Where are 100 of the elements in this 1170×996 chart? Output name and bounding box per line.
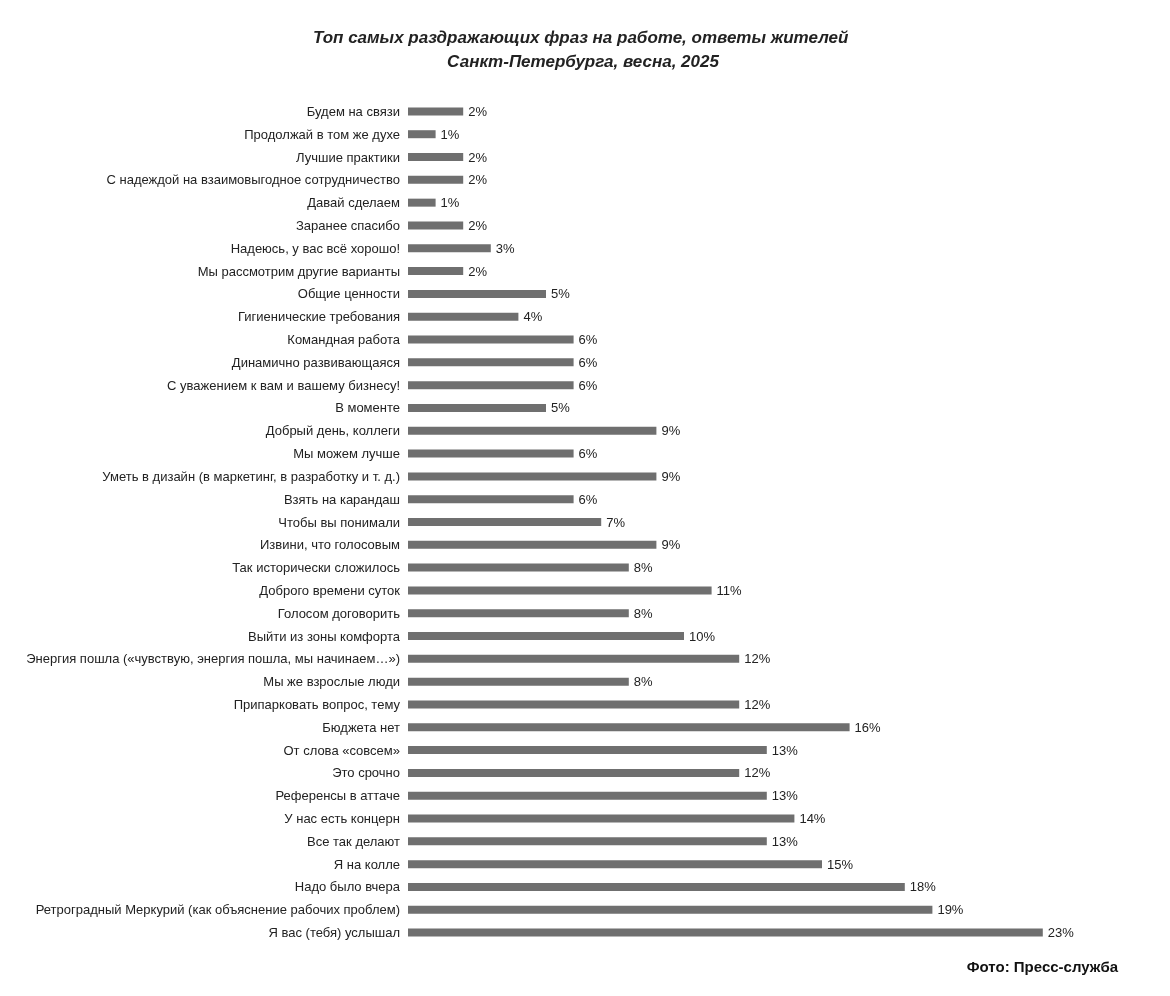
y-tick-label: Все так делают [307, 833, 401, 849]
bar [408, 221, 464, 230]
data-label: 8% [633, 605, 654, 621]
y-tick-label: Голосом договорить [277, 605, 401, 621]
y-tick-label: Чтобы вы понимали [278, 514, 400, 530]
bar [408, 768, 740, 777]
data-label: 2% [468, 172, 488, 188]
bar [408, 609, 629, 618]
y-tick-label: Гигиенические требования [238, 309, 400, 325]
data-label: 2% [468, 103, 488, 119]
y-tick-label: Уметь в дизайн (в маркетинг, в разработку и т. д.) [102, 468, 400, 484]
y-tick-label: Общие ценности [297, 286, 400, 302]
bar [408, 130, 436, 139]
data-label: 6% [578, 491, 598, 507]
bar [408, 381, 574, 390]
y-tick-label: Бюджета нет [322, 719, 401, 735]
bar [408, 358, 574, 367]
data-label: 9% [661, 468, 681, 484]
y-tick-label: Динамично развивающаяся [231, 354, 400, 370]
y-tick-label: Ретроградный Меркурий (как объяснение рабочих проблем) [35, 902, 400, 918]
data-label: 13% [771, 833, 799, 849]
bar [408, 472, 657, 481]
data-label: 9% [661, 423, 681, 439]
bar [408, 153, 464, 162]
bar [408, 586, 712, 595]
bar [408, 700, 740, 709]
bar [408, 723, 850, 732]
y-tick-label: Это срочно [332, 765, 400, 781]
bar [408, 882, 905, 891]
data-label: 12% [744, 696, 771, 712]
bar [408, 791, 767, 800]
bar [408, 540, 657, 549]
y-tick-label: В моменте [335, 400, 400, 416]
bar [408, 426, 657, 435]
data-label: 1% [440, 126, 460, 142]
bar [408, 518, 602, 526]
data-label: 15% [827, 856, 854, 872]
data-label: 13% [771, 742, 799, 758]
data-label: 10% [689, 628, 716, 644]
y-tick-label: Лучшие практики [296, 149, 400, 165]
bar [408, 746, 767, 755]
data-label: 5% [551, 400, 571, 416]
y-tick-label: Так исторически сложилось [232, 560, 401, 576]
data-label: 16% [854, 719, 882, 735]
data-label: 13% [771, 788, 799, 804]
bar [408, 814, 795, 823]
y-tick-label: Энергия пошла («чувствую, энергия пошла, мы начинаем…») [26, 651, 400, 667]
bar [408, 654, 740, 663]
data-label: 12% [744, 765, 771, 781]
bar [408, 563, 629, 572]
bar [408, 449, 574, 458]
data-label: 23% [1047, 925, 1075, 941]
y-tick-label: Референсы в аттаче [275, 788, 400, 804]
data-label: 2% [468, 217, 488, 233]
data-label: 4% [523, 309, 543, 325]
y-tick-label: Заранее спасибо [296, 217, 400, 233]
data-label: 14% [799, 811, 826, 827]
data-label: 11% [716, 582, 743, 598]
y-tick-label: Я на колле [333, 856, 400, 872]
bar [408, 107, 464, 116]
bar [408, 495, 574, 504]
data-label: 2% [468, 149, 488, 165]
y-tick-label: Мы рассмотрим другие варианты [197, 263, 400, 279]
data-label: 12% [744, 651, 771, 667]
bar [408, 632, 684, 641]
data-label: 2% [468, 263, 488, 279]
data-label: 8% [633, 674, 654, 690]
y-tick-label: Командная работа [287, 332, 401, 348]
data-label: 5% [551, 286, 571, 302]
y-tick-label: Доброго времени суток [259, 582, 401, 598]
bar [408, 267, 464, 276]
data-label: 7% [606, 514, 626, 530]
y-tick-label: Давай сделаем [307, 195, 401, 211]
bar [408, 289, 546, 298]
data-label: 18% [909, 879, 937, 895]
y-tick-label: Извини, что голосовым [260, 537, 401, 553]
bar [408, 905, 933, 914]
y-tick-label: Будем на связи [306, 103, 400, 119]
bar [408, 175, 464, 184]
y-tick-label: Надеюсь, у вас всё хорошо! [230, 240, 400, 256]
bar [408, 403, 546, 412]
bar [408, 335, 574, 344]
data-label: 6% [578, 332, 598, 348]
data-label: 8% [633, 560, 654, 576]
y-tick-label: У нас есть концерн [284, 811, 400, 827]
y-tick-label: С уважением к вам и вашему бизнесу! [167, 377, 400, 393]
data-label: 6% [578, 446, 598, 462]
y-tick-label: Мы же взрослые люди [263, 674, 400, 690]
y-tick-label: Взять на карандаш [283, 491, 400, 507]
bar [408, 860, 822, 869]
bar [408, 312, 519, 321]
text: Фото: Пресс-служба [966, 958, 1119, 975]
y-tick-label: Продолжай в том же духе [244, 126, 400, 142]
y-tick-label: Выйти из зоны комфорта [247, 628, 401, 644]
y-tick-label: С надеждой на взаимовыгодное сотрудничество [106, 172, 400, 188]
bar [408, 244, 491, 253]
y-tick-label: Припарковать вопрос, тему [233, 696, 401, 712]
data-label: 9% [661, 537, 681, 553]
bar [408, 837, 767, 846]
data-label: 1% [440, 195, 460, 211]
